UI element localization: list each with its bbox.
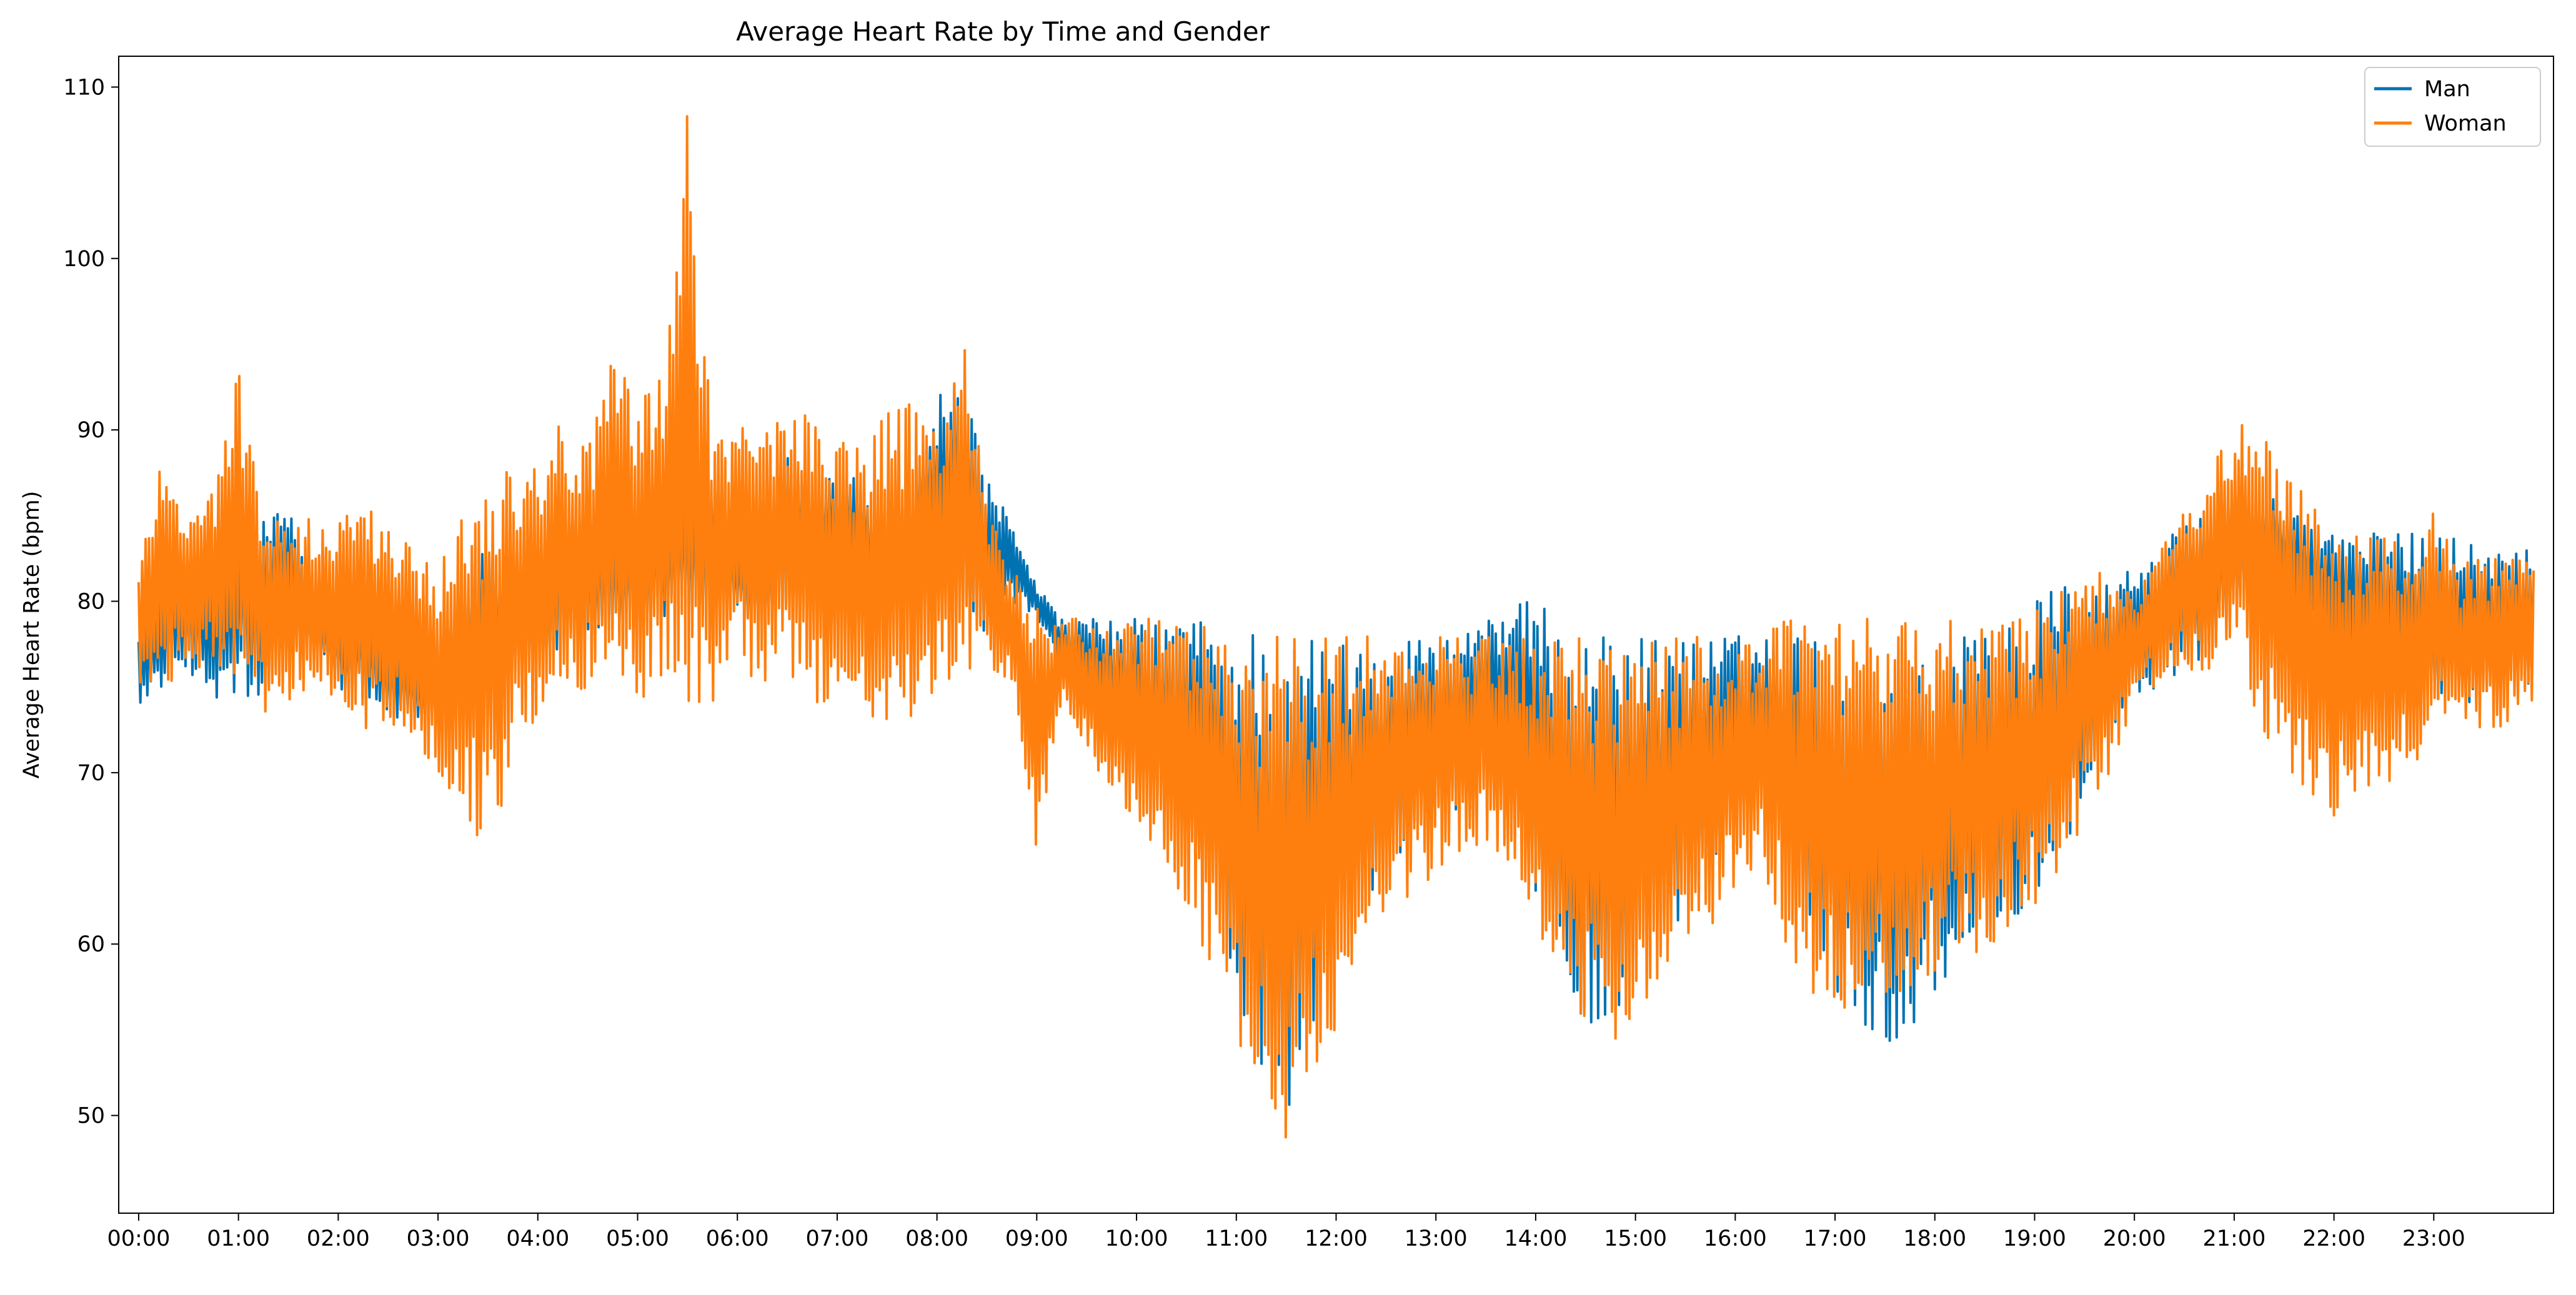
x-tick-label: 08:00 (905, 1226, 968, 1251)
x-tick-label: 00:00 (107, 1226, 171, 1251)
x-tick-label: 17:00 (1804, 1226, 1867, 1251)
y-tick-label: 90 (77, 418, 105, 443)
x-tick-label: 14:00 (1504, 1226, 1567, 1251)
x-tick-label: 05:00 (606, 1226, 669, 1251)
x-tick-label: 15:00 (1604, 1226, 1667, 1251)
x-tick-label: 10:00 (1105, 1226, 1168, 1251)
x-tick-label: 23:00 (2402, 1226, 2465, 1251)
x-tick-label: 12:00 (1305, 1226, 1368, 1251)
x-tick-label: 01:00 (207, 1226, 270, 1251)
chart-title: Average Heart Rate by Time and Gender (736, 16, 1270, 47)
x-tick-label: 06:00 (706, 1226, 769, 1251)
x-tick-label: 22:00 (2302, 1226, 2365, 1251)
legend-label-man: Man (2424, 77, 2470, 102)
x-tick-label: 18:00 (1903, 1226, 1966, 1251)
y-tick-label: 100 (63, 247, 105, 272)
x-tick-label: 19:00 (2003, 1226, 2066, 1251)
ticks-layer: 00:00 01:00 02:00 03:00 04:00 05:00 06:00 07:00… (63, 75, 2465, 1251)
legend-label-woman: Woman (2424, 111, 2507, 136)
x-tick-label: 16:00 (1704, 1226, 1767, 1251)
x-tick-label: 11:00 (1205, 1226, 1268, 1251)
series-layer (137, 115, 2535, 1139)
series-line-woman (137, 115, 2535, 1139)
x-tick-label: 13:00 (1405, 1226, 1468, 1251)
y-tick-label: 60 (77, 932, 105, 957)
y-axis-label: Average Heart Rate (bpm) (19, 491, 44, 779)
y-tick-label: 50 (77, 1104, 105, 1129)
legend: Man Woman (2364, 67, 2541, 147)
y-tick-label: 80 (77, 589, 105, 614)
x-tick-label: 02:00 (307, 1226, 370, 1251)
y-tick-label: 70 (77, 761, 105, 786)
x-tick-label: 04:00 (506, 1226, 569, 1251)
x-tick-label: 21:00 (2202, 1226, 2265, 1251)
y-tick-label: 110 (63, 75, 105, 100)
x-tick-label: 03:00 (407, 1226, 470, 1251)
plot-frame (118, 56, 2554, 1214)
x-tick-label: 07:00 (805, 1226, 868, 1251)
x-tick-label: 09:00 (1005, 1226, 1068, 1251)
x-tick-label: 20:00 (2103, 1226, 2166, 1251)
